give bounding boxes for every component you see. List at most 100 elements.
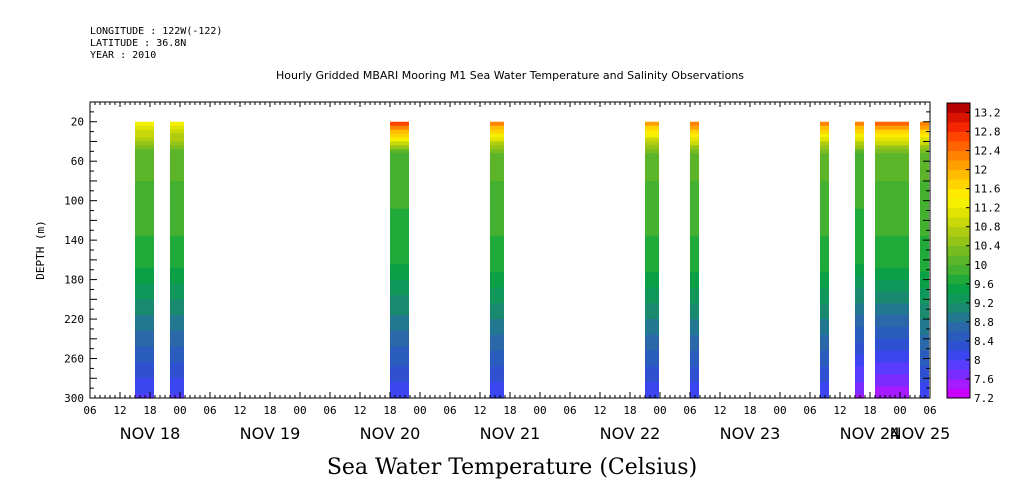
heatmap-cell <box>170 354 184 360</box>
heatmap-cell <box>690 291 699 296</box>
heatmap-cell <box>645 315 659 320</box>
heatmap-cell <box>920 307 929 312</box>
heatmap-cell <box>855 141 864 147</box>
colorbar-swatch <box>947 141 970 151</box>
heatmap-cell <box>490 141 504 147</box>
heatmap-cell <box>920 149 929 154</box>
colorbar-swatch <box>947 340 970 351</box>
heatmap-cell <box>390 323 409 328</box>
heatmap-cell <box>920 200 929 206</box>
heatmap-cell <box>875 232 909 237</box>
heatmap-cell <box>855 311 864 316</box>
heatmap-cell <box>690 208 699 214</box>
heatmap-cell <box>170 346 184 352</box>
heatmap-cell <box>855 303 864 308</box>
heatmap-cell <box>855 271 864 277</box>
heatmap-cell <box>135 208 154 214</box>
heatmap-cell <box>920 323 929 328</box>
heatmap-cell <box>490 129 504 135</box>
heatmap-cell <box>920 188 929 194</box>
heatmap-cell <box>135 358 154 364</box>
heatmap-cell <box>875 315 909 320</box>
heatmap-cell <box>135 374 154 379</box>
heatmap-cell <box>920 228 929 233</box>
heatmap-cell <box>690 267 699 273</box>
heatmap-cell <box>490 220 504 225</box>
x-tick-label: 12 <box>833 404 846 417</box>
heatmap-cell <box>820 370 829 375</box>
heatmap-cell <box>490 125 504 131</box>
heatmap-cell <box>645 232 659 237</box>
heatmap-cell <box>690 251 699 257</box>
heatmap-cell <box>855 236 864 241</box>
heatmap-cell <box>390 366 409 371</box>
heatmap-cell <box>875 295 909 300</box>
heatmap-cell <box>645 283 659 289</box>
heatmap-cell <box>820 259 829 265</box>
heatmap-cell <box>875 366 909 371</box>
heatmap-cell <box>920 204 929 210</box>
x-tick-label: 06 <box>203 404 216 417</box>
heatmap-cell <box>875 184 909 190</box>
x-tick-label: 12 <box>113 404 126 417</box>
heatmap-cell <box>875 133 909 139</box>
heatmap-cell <box>170 173 184 178</box>
heatmap-cell <box>135 251 154 257</box>
heatmap-cell <box>390 287 409 293</box>
heatmap-cell <box>855 319 864 324</box>
x-day-label: NOV 20 <box>360 424 421 443</box>
heatmap-cell <box>690 255 699 261</box>
heatmap-cell <box>820 354 829 360</box>
heatmap-cell <box>820 291 829 296</box>
heatmap-cell <box>855 180 864 186</box>
heatmap-cell <box>135 228 154 233</box>
heatmap-cell <box>170 338 184 344</box>
heatmap-cell <box>170 323 184 328</box>
heatmap-cell <box>645 180 659 186</box>
heatmap-cell <box>390 121 409 127</box>
heatmap-cell <box>645 153 659 158</box>
heatmap-cell <box>170 188 184 194</box>
y-axis-label: DEPTH (m) <box>34 220 47 280</box>
heatmap-cell <box>170 319 184 324</box>
heatmap-cell <box>820 315 829 320</box>
heatmap-cell <box>690 259 699 265</box>
heatmap-cell <box>690 173 699 178</box>
heatmap-cell <box>690 196 699 202</box>
heatmap-cell <box>170 149 184 154</box>
heatmap-cell <box>135 299 154 304</box>
heatmap-cell <box>855 251 864 257</box>
heatmap-cell <box>490 161 504 166</box>
heatmap-cell <box>690 192 699 198</box>
heatmap-cell <box>875 267 909 273</box>
heatmap-cell <box>855 358 864 364</box>
x-tick-label: 00 <box>293 404 306 417</box>
heatmap-cell <box>855 259 864 265</box>
colorbar-swatch <box>947 103 970 113</box>
colorbar-label: 7.2 <box>974 392 994 405</box>
heatmap-cell <box>390 251 409 257</box>
heatmap-cell <box>135 157 154 162</box>
x-tick-label: 18 <box>623 404 636 417</box>
heatmap-cell <box>390 370 409 375</box>
heatmap-cell <box>645 259 659 265</box>
heatmap-cell <box>820 153 829 158</box>
heatmap-cell <box>645 244 659 249</box>
heatmap-cell <box>920 303 929 308</box>
colorbar-swatch <box>947 226 970 237</box>
heatmap-cell <box>390 350 409 356</box>
heatmap-cell <box>875 382 909 387</box>
heatmap-cell <box>855 378 864 383</box>
heatmap-cell <box>920 386 929 391</box>
heatmap-cell <box>170 382 184 387</box>
heatmap-cell <box>490 121 504 127</box>
heatmap-cell <box>645 157 659 162</box>
heatmap-cell <box>920 176 929 182</box>
heatmap-cell <box>645 129 659 135</box>
chart-title: Hourly Gridded MBARI Mooring M1 Sea Wate… <box>275 69 745 82</box>
colorbar-swatch <box>947 160 970 171</box>
heatmap-cell <box>875 216 909 221</box>
heatmap-cell <box>645 279 659 285</box>
heatmap-cell <box>490 386 504 391</box>
